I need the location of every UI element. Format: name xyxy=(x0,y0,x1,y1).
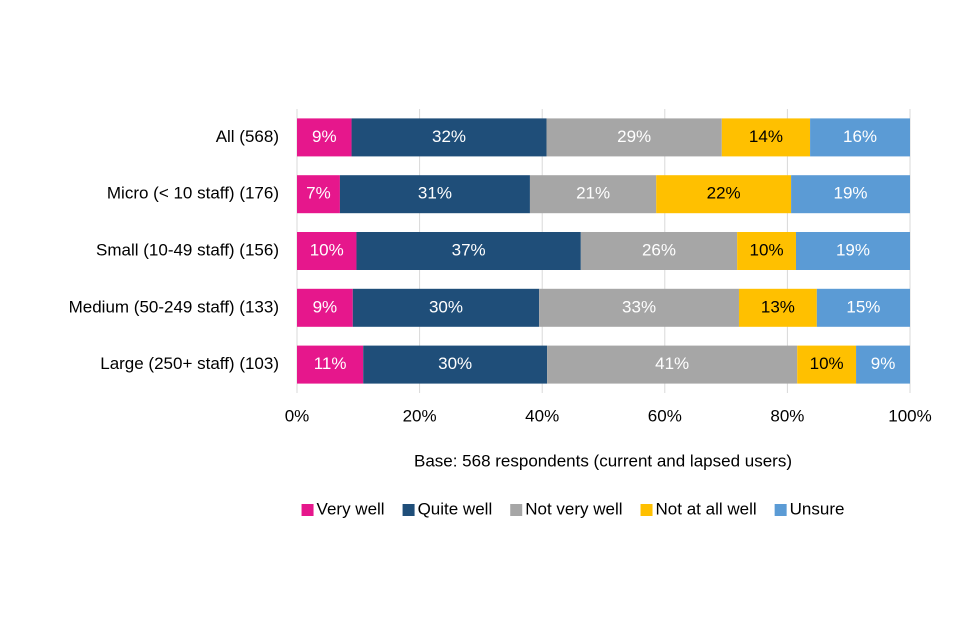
data-label: 26% xyxy=(642,240,676,259)
bar-segment xyxy=(856,345,910,384)
bar-segment xyxy=(529,175,657,214)
x-tick-label: 20% xyxy=(403,406,437,425)
bar-segment xyxy=(580,232,738,270)
bar-segment xyxy=(656,175,792,214)
x-tick-label: 80% xyxy=(770,406,804,425)
data-label: 19% xyxy=(834,184,868,203)
bar-segment xyxy=(339,175,530,214)
legend-swatch xyxy=(510,504,523,516)
bar-segment xyxy=(547,345,798,384)
data-label: 21% xyxy=(576,184,610,203)
data-label: 16% xyxy=(843,127,877,146)
bar-segment xyxy=(297,175,340,214)
data-label: 9% xyxy=(312,127,337,146)
data-label: 10% xyxy=(810,354,844,373)
data-label: 29% xyxy=(617,127,651,146)
data-label: 11% xyxy=(314,354,347,373)
legend-swatch xyxy=(301,504,314,516)
legend-label: Quite well xyxy=(418,499,493,518)
bar-segment xyxy=(816,288,910,327)
legend-label: Unsure xyxy=(790,499,845,518)
data-label: 30% xyxy=(438,354,472,373)
data-label: 33% xyxy=(622,297,656,316)
bar-segment xyxy=(297,345,364,384)
data-label: 22% xyxy=(707,184,741,203)
bar-segment xyxy=(539,288,739,327)
y-tick-label: All (568) xyxy=(216,127,279,146)
data-label: 10% xyxy=(750,240,784,259)
bar-segment xyxy=(297,288,353,327)
legend-swatch xyxy=(774,504,787,516)
bar-segment xyxy=(546,118,722,157)
bar-segment xyxy=(737,232,796,270)
legend-label: Very well xyxy=(317,499,385,518)
data-label: 9% xyxy=(871,354,896,373)
data-label: 31% xyxy=(418,184,452,203)
legend-label: Not at all well xyxy=(656,499,757,518)
legend-label: Not very well xyxy=(525,499,622,518)
data-label: 30% xyxy=(429,297,463,316)
bar-segment xyxy=(352,288,540,327)
data-label: 13% xyxy=(761,297,795,316)
data-label: 19% xyxy=(836,240,870,259)
data-label: 10% xyxy=(310,240,344,259)
bar-segment xyxy=(810,118,910,157)
data-label: 41% xyxy=(655,354,689,373)
y-tick-label: Medium (50-249 staff) (133) xyxy=(69,297,279,316)
y-tick-label: Large (250+ staff) (103) xyxy=(100,354,279,373)
bar-segment xyxy=(795,232,910,270)
bar-segment xyxy=(791,175,910,214)
data-label: 9% xyxy=(313,297,338,316)
bar-segment xyxy=(797,345,857,384)
data-label: 7% xyxy=(306,184,331,203)
x-tick-label: 100% xyxy=(888,406,931,425)
legend-swatch xyxy=(402,504,415,516)
data-label: 14% xyxy=(749,127,783,146)
bar-segment xyxy=(721,118,811,157)
bar-segment xyxy=(351,118,547,157)
bar-segment xyxy=(297,232,357,270)
data-label: 37% xyxy=(452,240,486,259)
y-tick-label: Micro (< 10 staff) (176) xyxy=(107,184,279,203)
data-label: 32% xyxy=(432,127,466,146)
data-label: 15% xyxy=(846,297,880,316)
x-tick-label: 0% xyxy=(285,406,310,425)
legend-swatch xyxy=(640,504,653,516)
bar-segment xyxy=(297,118,352,157)
x-axis-title: Base: 568 respondents (current and lapse… xyxy=(414,451,792,470)
y-tick-label: Small (10-49 staff) (156) xyxy=(96,240,279,259)
x-tick-label: 60% xyxy=(648,406,682,425)
x-tick-label: 40% xyxy=(525,406,559,425)
bar-segment xyxy=(363,345,548,384)
bar-segment xyxy=(738,288,817,327)
bar-segment xyxy=(356,232,581,270)
